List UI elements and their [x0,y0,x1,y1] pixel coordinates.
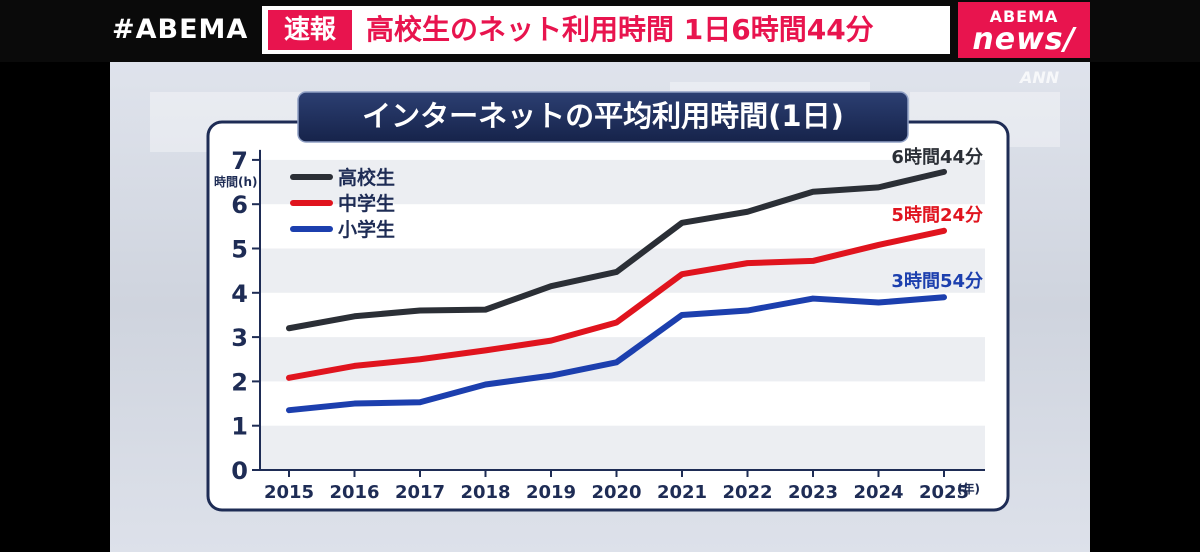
grid-band [260,425,985,470]
headline: 高校生のネット利用時間 1日6時間44分 [366,13,874,46]
chart-title-banner [297,91,909,143]
end-label-2: 5時間24分 [891,205,983,226]
breaking-banner [262,6,950,54]
legend-label-1: 高校生 [338,166,395,189]
series-line-1 [286,168,947,332]
letterbox-left [0,62,110,552]
series-lines [286,168,947,414]
chart-title: インターネットの平均利用時間(1日) [362,99,844,133]
x-tick-label: 2018 [460,482,510,503]
grid-band [260,159,985,205]
logo-top-text: ABEMA [989,7,1059,26]
x-axis-unit-label: (年) [957,481,980,496]
y-tick-label: 0 [231,457,248,485]
y-tick-label: 2 [231,368,248,396]
chart-axes [252,149,985,477]
legend-label-2: 中学生 [338,192,395,215]
y-tick-label: 4 [231,280,248,308]
end-label-3: 3時間54分 [891,271,983,292]
legend-label-3: 小学生 [338,218,395,241]
y-tick-label: 5 [231,236,248,264]
series-line-2 [286,227,947,381]
x-tick-label: 2025 [919,482,969,503]
x-tick-label: 2021 [657,482,707,503]
abema-news-logo: ABEMA news/ [958,2,1090,58]
x-tick-label: 2019 [526,482,576,503]
y-tick-label: 1 [231,413,248,441]
logo-bottom-text: news/ [972,22,1076,57]
letterbox-right [1090,62,1200,552]
x-tick-label: 2023 [788,482,838,503]
x-tick-label: 2024 [853,482,903,503]
y-tick-label: 7 [231,147,248,175]
y-tick-label: 6 [231,191,248,219]
x-tick-label: 2022 [722,482,772,503]
end-label-1: 6時間44分 [891,147,983,168]
x-tick-label: 2020 [591,482,641,503]
x-tick-labels: 2015 2016 2017 2018 2019 2020 2021 2022 2023 2024… [264,482,969,503]
y-tick-label: 3 [231,324,248,352]
grid-bands [260,159,985,470]
abema-brand: #ABEMA [112,14,249,45]
x-tick-label: 2017 [395,482,445,503]
y-tick-labels: 0 1 2 3 4 5 6 7 [231,147,248,485]
x-tick-label: 2016 [329,482,379,503]
series-line-3 [286,294,947,414]
end-labels: 6時間44分 5時間24分 3時間54分 [891,147,983,292]
top-bar: #ABEMA 速報 高校生のネット利用時間 1日6時間44分 ABEMA new… [0,0,1200,62]
x-tick-label: 2015 [264,482,314,503]
ann-watermark: ANN [1020,68,1060,87]
breaking-label: 速報 [268,10,352,50]
y-axis-label: 時間(h) [214,174,258,189]
